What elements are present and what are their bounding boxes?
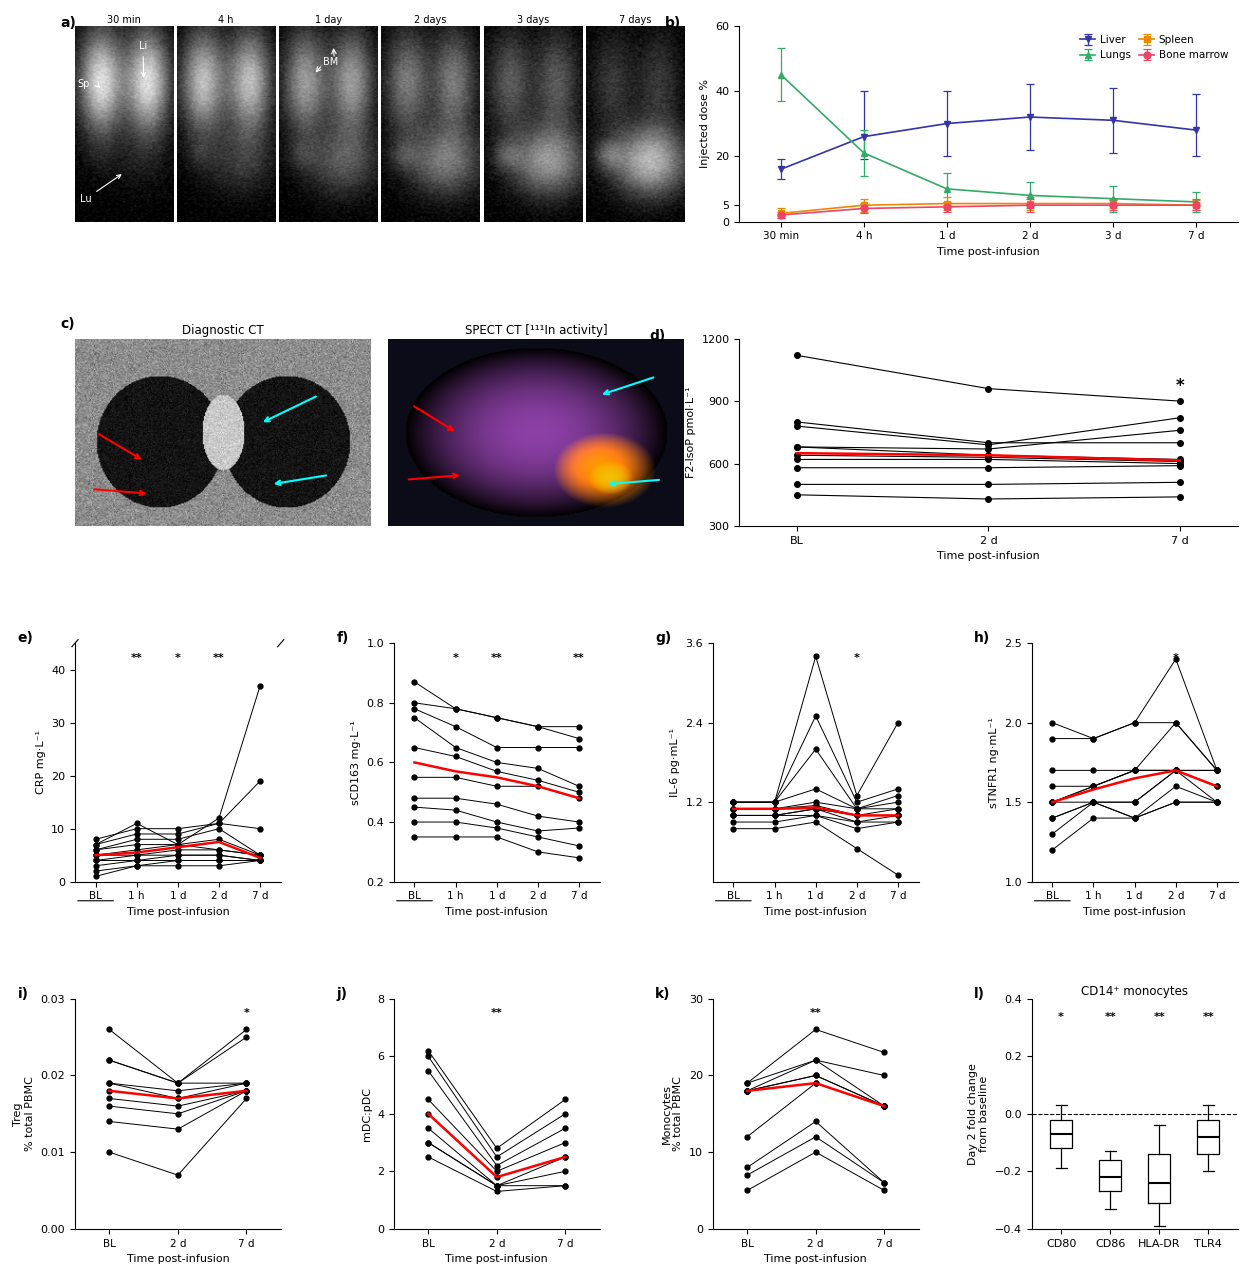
Y-axis label: F2-IsoP pmol·L⁻¹: F2-IsoP pmol·L⁻¹ bbox=[686, 387, 696, 479]
Text: a): a) bbox=[60, 15, 76, 29]
Legend: Liver, Lungs, Spleen, Bone marrow: Liver, Lungs, Spleen, Bone marrow bbox=[1075, 31, 1232, 64]
Title: 30 min: 30 min bbox=[107, 15, 141, 24]
X-axis label: Time post-infusion: Time post-infusion bbox=[938, 552, 1040, 562]
Text: k): k) bbox=[655, 987, 671, 1001]
Text: **: ** bbox=[131, 653, 142, 663]
Text: *: * bbox=[452, 653, 459, 663]
Y-axis label: Day 2 fold change
from baseline: Day 2 fold change from baseline bbox=[968, 1062, 989, 1165]
Text: e): e) bbox=[18, 631, 34, 645]
Text: **: ** bbox=[491, 1009, 502, 1018]
Text: *: * bbox=[854, 653, 860, 663]
Y-axis label: sTNFR1 ng·mL⁻¹: sTNFR1 ng·mL⁻¹ bbox=[989, 717, 999, 808]
Text: b): b) bbox=[665, 15, 681, 29]
X-axis label: Time post-infusion: Time post-infusion bbox=[126, 908, 229, 916]
Text: l): l) bbox=[974, 987, 985, 1001]
Text: **: ** bbox=[574, 653, 585, 663]
Text: **: ** bbox=[1104, 1011, 1116, 1021]
Text: *: * bbox=[244, 1009, 250, 1018]
Text: Li: Li bbox=[139, 41, 148, 77]
Title: Diagnostic CT: Diagnostic CT bbox=[182, 324, 264, 338]
Y-axis label: IL-6 pg·mL⁻¹: IL-6 pg·mL⁻¹ bbox=[670, 728, 680, 797]
Text: h): h) bbox=[974, 631, 990, 645]
Text: *: * bbox=[175, 653, 181, 663]
Text: c): c) bbox=[60, 317, 75, 332]
Text: **: ** bbox=[214, 653, 225, 663]
X-axis label: Time post-infusion: Time post-infusion bbox=[938, 247, 1040, 257]
Title: 7 days: 7 days bbox=[619, 15, 651, 24]
Text: d): d) bbox=[650, 329, 666, 343]
Y-axis label: Injected dose %: Injected dose % bbox=[700, 79, 710, 168]
X-axis label: Time post-infusion: Time post-infusion bbox=[445, 1254, 549, 1265]
Text: i): i) bbox=[18, 987, 29, 1001]
Text: **: ** bbox=[491, 653, 502, 663]
X-axis label: Time post-infusion: Time post-infusion bbox=[126, 1254, 229, 1265]
Text: *: * bbox=[1059, 1011, 1064, 1021]
Title: CD14⁺ monocytes: CD14⁺ monocytes bbox=[1081, 984, 1188, 997]
Text: *: * bbox=[1176, 376, 1184, 394]
Title: SPECT CT [¹¹¹In activity]: SPECT CT [¹¹¹In activity] bbox=[465, 324, 608, 338]
Text: *: * bbox=[1172, 653, 1179, 663]
Title: 3 days: 3 days bbox=[516, 15, 549, 24]
Text: Lu: Lu bbox=[80, 175, 121, 204]
Y-axis label: Monocytes
% total PBMC: Monocytes % total PBMC bbox=[661, 1076, 684, 1151]
Title: 2 days: 2 days bbox=[414, 15, 446, 24]
Text: **: ** bbox=[1202, 1011, 1214, 1021]
Text: j): j) bbox=[336, 987, 348, 1001]
Text: g): g) bbox=[655, 631, 671, 645]
Title: 1 day: 1 day bbox=[315, 15, 342, 24]
Text: Sp: Sp bbox=[78, 79, 89, 90]
Text: **: ** bbox=[810, 1009, 821, 1018]
Y-axis label: sCD163 mg·L⁻¹: sCD163 mg·L⁻¹ bbox=[351, 721, 361, 805]
Y-axis label: CRP mg·L⁻¹: CRP mg·L⁻¹ bbox=[35, 731, 45, 795]
X-axis label: Time post-infusion: Time post-infusion bbox=[445, 908, 549, 916]
Text: f): f) bbox=[336, 631, 349, 645]
X-axis label: Time post-infusion: Time post-infusion bbox=[764, 908, 868, 916]
Text: BM: BM bbox=[324, 56, 339, 67]
Text: **: ** bbox=[1154, 1011, 1165, 1021]
Title: 4 h: 4 h bbox=[219, 15, 234, 24]
X-axis label: Time post-infusion: Time post-infusion bbox=[1084, 908, 1186, 916]
Y-axis label: mDC:pDC: mDC:pDC bbox=[361, 1087, 371, 1140]
X-axis label: Time post-infusion: Time post-infusion bbox=[764, 1254, 868, 1265]
Y-axis label: Treg
% total PBMC: Treg % total PBMC bbox=[14, 1076, 35, 1151]
